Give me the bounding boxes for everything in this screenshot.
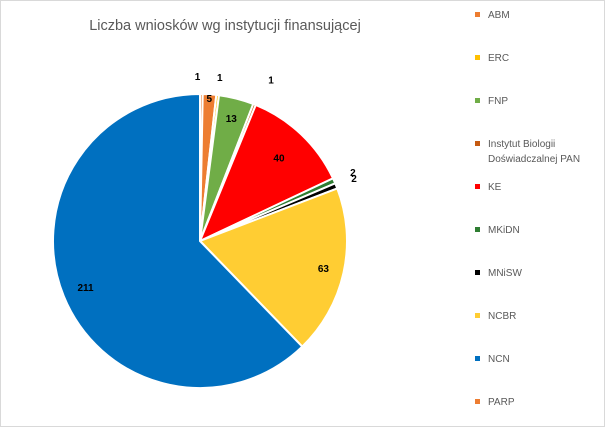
data-label-instytut-biologii-do-wiadczalnej-pan: 1 xyxy=(268,76,274,87)
data-label-mnisw: 2 xyxy=(351,174,357,185)
legend-label: NCN xyxy=(488,354,510,365)
legend-swatch xyxy=(475,399,480,404)
legend-swatch xyxy=(475,12,480,17)
legend-label: MKiDN xyxy=(488,225,520,236)
legend-label: PARP xyxy=(488,397,515,408)
legend-swatch xyxy=(475,313,480,318)
pie-slice-ke xyxy=(198,103,335,244)
legend-label: ABM xyxy=(488,10,510,21)
data-label-abm: 5 xyxy=(206,94,212,105)
legend-label: FNP xyxy=(488,96,508,107)
legend-label: MNiSW xyxy=(488,268,522,279)
data-label-ncbr: 63 xyxy=(318,264,330,275)
data-label-erc: 1 xyxy=(217,73,223,84)
legend-swatch xyxy=(475,270,480,275)
pie-slice-ncbr xyxy=(198,187,348,349)
legend-swatch xyxy=(475,141,480,146)
data-label-ncn: 211 xyxy=(77,283,94,294)
data-label-parp: 1 xyxy=(195,72,201,83)
chart-title: Liczba wniosków wg instytucji finansując… xyxy=(89,18,361,34)
data-label-ke: 40 xyxy=(273,153,285,164)
legend-swatch xyxy=(475,184,480,189)
legend-label: KE xyxy=(488,182,502,193)
legend-swatch xyxy=(475,55,480,60)
legend-label: ERC xyxy=(488,53,510,64)
legend-label: NCBR xyxy=(488,311,517,322)
legend-swatch xyxy=(475,227,480,232)
pie-slice-ncn xyxy=(52,92,304,389)
legend-swatch xyxy=(475,98,480,103)
legend-swatch xyxy=(475,356,480,361)
legend-label: Instytut Biologii Doświadczalnej PAN xyxy=(488,139,581,165)
data-label-mkidn: 2 xyxy=(350,168,356,179)
data-label-fnp: 13 xyxy=(226,114,238,125)
